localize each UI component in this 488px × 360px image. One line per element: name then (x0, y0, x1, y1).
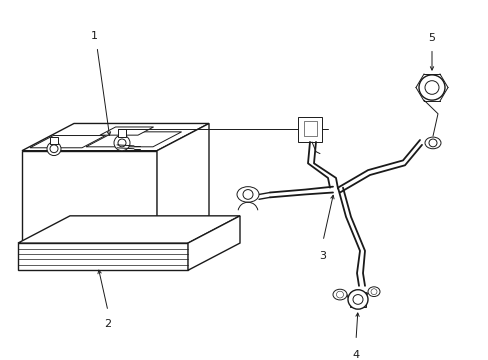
Polygon shape (100, 127, 153, 135)
Polygon shape (50, 137, 58, 144)
Circle shape (428, 139, 436, 147)
Polygon shape (297, 117, 321, 142)
Circle shape (418, 75, 444, 100)
Polygon shape (22, 151, 157, 243)
Circle shape (424, 81, 438, 94)
Text: 3: 3 (319, 251, 326, 261)
Text: 2: 2 (104, 319, 111, 329)
Ellipse shape (424, 137, 440, 149)
Ellipse shape (367, 287, 379, 297)
Circle shape (114, 135, 130, 151)
Polygon shape (118, 129, 126, 137)
Circle shape (50, 145, 58, 153)
Circle shape (47, 142, 61, 156)
Ellipse shape (332, 289, 346, 300)
Polygon shape (86, 132, 181, 147)
Circle shape (336, 291, 343, 298)
Circle shape (118, 139, 126, 147)
Polygon shape (349, 292, 365, 307)
Polygon shape (187, 216, 240, 270)
Polygon shape (22, 123, 208, 151)
Polygon shape (30, 135, 105, 148)
Text: 1: 1 (90, 31, 97, 41)
Circle shape (370, 289, 376, 294)
Polygon shape (304, 121, 316, 136)
Polygon shape (18, 216, 240, 243)
Circle shape (243, 190, 252, 199)
Text: 4: 4 (352, 350, 359, 360)
Ellipse shape (237, 187, 259, 202)
Polygon shape (157, 123, 208, 243)
Polygon shape (18, 243, 187, 270)
Circle shape (347, 290, 367, 309)
Circle shape (352, 294, 362, 304)
Text: 5: 5 (427, 33, 435, 43)
